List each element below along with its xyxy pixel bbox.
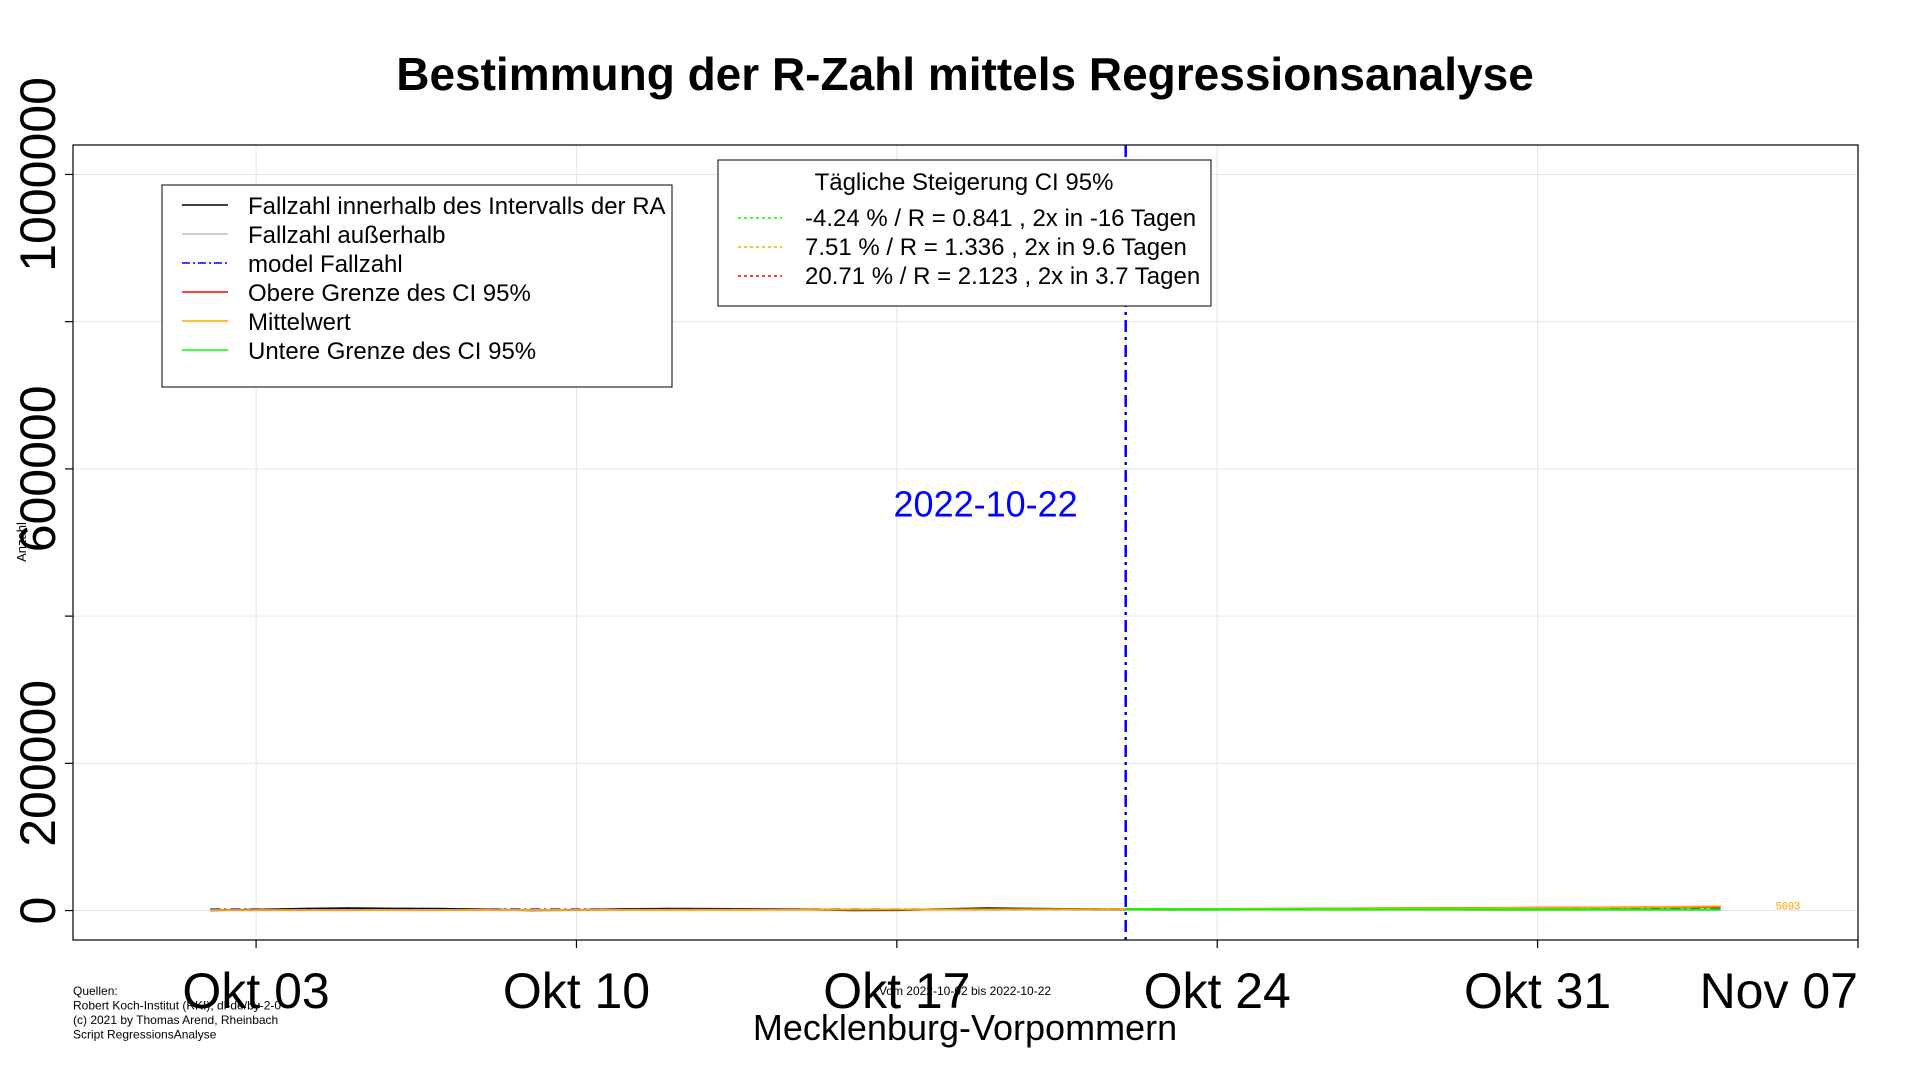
legend-ci-label: -4.24 % / R = 0.841 , 2x in -16 Tagen bbox=[805, 205, 1196, 232]
legend-ci-title: Tägliche Steigerung CI 95% bbox=[815, 169, 1114, 196]
end-value-label: 5693 bbox=[1776, 900, 1800, 912]
x-tick-label: Nov 07 bbox=[1700, 963, 1858, 1019]
y-tick-label: 1000000 bbox=[10, 77, 66, 272]
chart-subtitle: Vom 2022-10-02 bis 2022-10-22 bbox=[879, 984, 1051, 998]
vline-label: 2022-10-22 bbox=[894, 484, 1078, 525]
legend-main: Fallzahl innerhalb des Intervalls der RA… bbox=[161, 184, 673, 388]
x-tick-label: Okt 03 bbox=[182, 963, 329, 1019]
legend-label: Untere Grenze des CI 95% bbox=[248, 338, 536, 365]
x-tick-label: Okt 10 bbox=[503, 963, 650, 1019]
legend-main-box bbox=[161, 184, 673, 388]
legend-ci: Tägliche Steigerung CI 95% -4.24 % / R = … bbox=[717, 159, 1212, 307]
legend-ci-box bbox=[717, 159, 1212, 307]
y-tick-label: 0 bbox=[10, 897, 66, 925]
legend-label: model Fallzahl bbox=[248, 251, 403, 278]
x-axis-label: Mecklenburg-Vorpommern bbox=[753, 1007, 1177, 1048]
legend-label: Mittelwert bbox=[248, 309, 351, 336]
legend-ci-label: 20.71 % / R = 2.123 , 2x in 3.7 Tagen bbox=[805, 263, 1200, 290]
legend-label: Fallzahl außerhalb bbox=[248, 222, 445, 249]
x-tick-label: Okt 24 bbox=[1144, 963, 1291, 1019]
legend-label: Fallzahl innerhalb des Intervalls der RA bbox=[248, 193, 666, 220]
chart-title: Bestimmung der R-Zahl mittels Regression… bbox=[396, 48, 1534, 100]
y-axis-label: Anzahl bbox=[14, 522, 29, 562]
footer-source-line: Quellen: bbox=[73, 984, 118, 998]
series-line bbox=[1125, 908, 1721, 911]
y-tick-label: 200000 bbox=[10, 680, 66, 847]
footer-source-line: (c) 2021 by Thomas Arend, Rheinbach bbox=[73, 1013, 278, 1027]
plot-frame bbox=[72, 144, 1859, 941]
plot-series: 2022-10-22 5693 bbox=[210, 145, 1800, 940]
y-tick-label: 600000 bbox=[10, 385, 66, 552]
legend-ci-label: 7.51 % / R = 1.336 , 2x in 9.6 Tagen bbox=[805, 234, 1187, 261]
legend-label: Obere Grenze des CI 95% bbox=[248, 280, 531, 307]
footer-source-line: Script RegressionsAnalyse bbox=[73, 1028, 217, 1042]
footer-sources: Quellen:Robert Koch-Institut (RKI), dl-d… bbox=[73, 984, 281, 1042]
x-axis: Okt 03 Okt 10 Okt 17 Okt 24 Okt 31 Nov 07 bbox=[182, 940, 1859, 1019]
y-axis: 0 200000 600000 1000000 bbox=[10, 77, 73, 924]
footer-source-line: Robert Koch-Institut (RKI), dl-de/by-2-0 bbox=[73, 999, 281, 1013]
x-tick-label: Okt 31 bbox=[1464, 963, 1611, 1019]
x-tick-label: Okt 17 bbox=[823, 963, 970, 1019]
